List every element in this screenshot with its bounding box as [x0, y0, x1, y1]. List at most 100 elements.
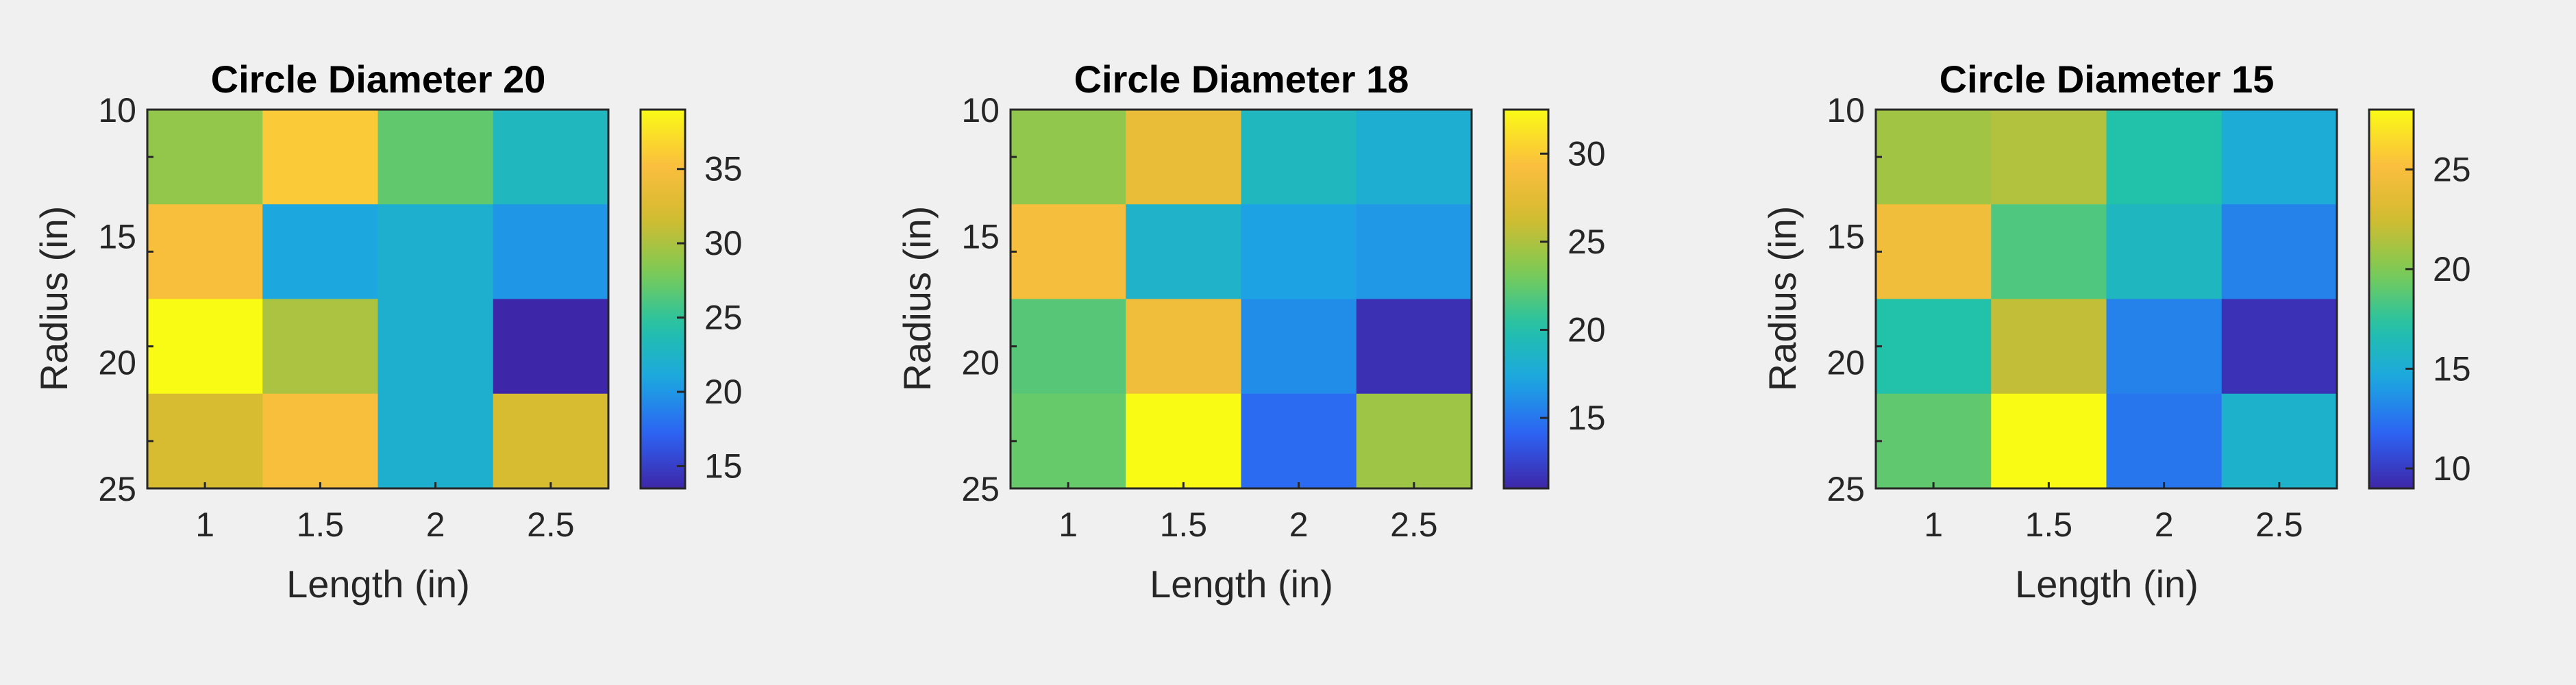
x-axis-ticks: 1 1.5 2 2.5 [1924, 482, 2303, 544]
heatmap-cells [1876, 110, 2338, 489]
y-tick-label: 10 [961, 91, 1000, 129]
colorbar-tick-label: 25 [704, 299, 743, 337]
y-axis-ticks: 10 15 20 25 [98, 91, 153, 508]
heatmap-cells [147, 110, 609, 489]
heatmap-cell [1876, 299, 1992, 395]
x-tick-label: 2 [426, 506, 445, 544]
heatmap-cells [1011, 110, 1472, 489]
heatmap-cell [493, 110, 609, 205]
x-tick-label: 1 [1924, 506, 1943, 544]
colorbar-tick-label: 15 [1568, 399, 1606, 437]
chart-title: Circle Diameter 15 [1940, 58, 2275, 101]
x-axis-ticks: 1 1.5 2 2.5 [195, 482, 575, 544]
chart-title: Circle Diameter 20 [211, 58, 546, 101]
heatmap-cell [377, 299, 494, 395]
heatmap-cell [1356, 110, 1472, 205]
heatmap-cell [1126, 110, 1242, 205]
colorbar-tick-label: 25 [2433, 150, 2471, 188]
heatmap-cell [2106, 110, 2222, 205]
y-tick-label: 10 [1826, 91, 1865, 129]
heatmap-cell [1241, 393, 1357, 489]
heatmap-cell [1356, 204, 1472, 300]
y-tick-label: 15 [961, 217, 1000, 256]
colorbar-tick-label: 20 [2433, 250, 2471, 288]
heatmap-cell [262, 393, 379, 489]
x-tick-label: 2 [2155, 506, 2174, 544]
colorbar-tick-label: 20 [704, 373, 743, 411]
heatmap-cell [1876, 204, 1992, 300]
heatmap-cell [147, 299, 263, 395]
heatmap-cell [1991, 299, 2107, 395]
heatmap-cell [1126, 393, 1242, 489]
heatmap-cell [1241, 110, 1357, 205]
colorbar [1502, 108, 1550, 490]
colorbar-tick-label: 20 [1568, 311, 1606, 349]
x-tick-label: 1.5 [2025, 506, 2073, 544]
heatmap-cell [2106, 393, 2222, 489]
y-axis-label: Radius (in) [1761, 206, 1804, 392]
x-tick-label: 2.5 [1390, 506, 1438, 544]
y-tick-label: 20 [961, 344, 1000, 382]
heatmap-cell [147, 393, 263, 489]
heatmap-cell [1991, 393, 2107, 489]
x-axis-label: Length (in) [1150, 562, 1333, 606]
y-tick-label: 15 [98, 217, 136, 256]
colorbar-tick-label: 15 [2433, 349, 2471, 388]
y-tick-label: 25 [961, 470, 1000, 508]
y-tick-label: 25 [1826, 470, 1865, 508]
colorbar-ticks: 10 15 20 25 [2405, 150, 2471, 488]
heatmap-cell [1241, 204, 1357, 300]
heatmap-cell [2106, 299, 2222, 395]
heatmap-cell [147, 110, 263, 205]
heatmap-cell [377, 204, 494, 300]
y-tick-label: 20 [98, 344, 136, 382]
heatmap-cell [493, 299, 609, 395]
heatmap-cell [2221, 299, 2338, 395]
x-axis-label: Length (in) [2015, 562, 2199, 606]
heatmap-cell [147, 204, 263, 300]
y-tick-label: 10 [98, 91, 136, 129]
heatmap-cell [493, 204, 609, 300]
plot-frame [1874, 108, 2338, 490]
colorbar-tick-label: 30 [1568, 134, 1606, 173]
colorbar-tick-label: 35 [704, 150, 743, 188]
heatmap-cell [1011, 110, 1126, 205]
heatmap-cell [377, 110, 494, 205]
heatmap-cell [1356, 299, 1472, 395]
heatmap-cell [493, 393, 609, 489]
heatmap-cell [1011, 204, 1126, 300]
heatmap-cell [377, 393, 494, 489]
heatmap-cell [1876, 393, 1992, 489]
y-axis-ticks: 10 15 20 25 [1826, 91, 1882, 508]
heatmap-cell [262, 299, 379, 395]
heatmap-cell [262, 110, 379, 205]
x-tick-label: 1.5 [1160, 506, 1208, 544]
y-tick-label: 25 [98, 470, 136, 508]
heatmap-cell [1126, 204, 1242, 300]
x-tick-label: 2.5 [527, 506, 575, 544]
heatmap-cell [2221, 110, 2338, 205]
colorbar-tick-label: 25 [1568, 223, 1606, 261]
plot-frame [1009, 108, 1473, 490]
x-tick-label: 2.5 [2255, 506, 2303, 544]
heatmap-panel-1: Circle Diameter 20 1 1.5 2 2.5 10 15 20 25 Len… [32, 58, 743, 606]
plot-frame [146, 108, 610, 490]
heatmap-cell [2106, 204, 2222, 300]
x-tick-label: 1 [195, 506, 214, 544]
heatmap-cell [2221, 393, 2338, 489]
x-tick-label: 1 [1058, 506, 1078, 544]
y-axis-label: Radius (in) [895, 206, 939, 392]
y-tick-label: 15 [1826, 217, 1865, 256]
x-tick-label: 1.5 [297, 506, 345, 544]
heatmap-panel-2: Circle Diameter 18 1 1.5 2 2.5 10 15 20 25 Len… [895, 58, 1606, 606]
y-tick-label: 20 [1826, 344, 1865, 382]
colorbar [639, 108, 686, 490]
colorbar-tick-label: 15 [704, 447, 743, 485]
heatmap-cell [2221, 204, 2338, 300]
heatmap-cell [1991, 204, 2107, 300]
x-axis-ticks: 1 1.5 2 2.5 [1058, 482, 1438, 544]
chart-title: Circle Diameter 18 [1074, 58, 1409, 101]
y-axis-ticks: 10 15 20 25 [961, 91, 1017, 508]
heatmap-cell [1011, 299, 1126, 395]
